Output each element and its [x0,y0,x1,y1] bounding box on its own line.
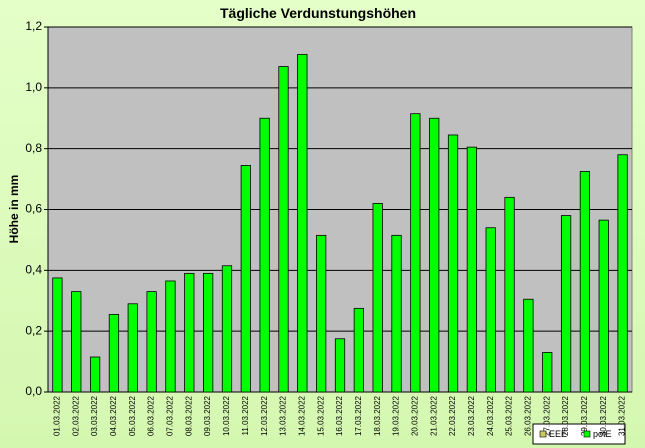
x-tick-label: 13.03.2022 [279,395,288,436]
x-tick-label: 24.03.2022 [486,395,495,436]
bar [560,215,572,393]
x-tick-label: 08.03.2022 [184,395,193,436]
bar [447,134,459,393]
y-tick-label: 0,2 [25,323,42,337]
x-tick-label: 01.03.2022 [53,395,62,436]
x-tick-label: 27.03.2022 [542,395,551,436]
bar [579,171,591,393]
legend [532,423,626,445]
bar [485,227,496,393]
legend-swatch [583,430,591,438]
bar [240,164,251,393]
x-tick-label: 20.03.2022 [410,395,419,436]
x-tick-label: 09.03.2022 [203,395,212,436]
bar [221,265,233,393]
bar [523,298,534,393]
x-tick-label: 17.03.2022 [354,395,363,436]
bar [504,196,515,393]
y-tick-label: 0,4 [25,263,42,277]
bar [353,307,364,393]
x-tick-label: 18.03.2022 [373,395,382,436]
bar [542,352,553,393]
x-tick-label: 10.03.2022 [222,395,231,436]
bar [297,53,308,393]
bar [259,117,270,393]
x-tick-label: 26.03.2022 [523,395,532,436]
x-tick-label: 14.03.2022 [297,395,306,436]
bar [203,272,214,393]
y-tick-label: 0,0 [25,384,42,398]
x-tick-label: 04.03.2022 [109,395,118,436]
bar [127,303,138,393]
bar [598,219,609,393]
x-tick-label: 06.03.2022 [147,395,156,436]
bar [184,272,195,393]
y-tick-label: 1,2 [25,19,42,33]
x-tick-label: 12.03.2022 [260,395,269,436]
legend-swatch [539,430,547,438]
legend-label: potE [593,429,612,439]
bar [278,66,289,393]
bar [429,117,440,393]
y-tick-label: 0,6 [25,202,42,216]
x-tick-label: 25.03.2022 [505,395,514,436]
x-tick-label: 23.03.2022 [467,395,476,436]
bar [146,291,157,393]
bar [71,291,82,393]
x-tick-label: 11.03.2022 [241,395,250,435]
x-tick-label: 31.03.2022 [618,395,627,436]
bar [372,203,383,393]
bar [89,356,101,393]
bar [334,338,346,393]
x-tick-label: 28.03.2022 [561,395,570,436]
x-tick-label: 16.03.2022 [335,395,344,436]
y-axis-label: Höhe in mm [7,175,21,244]
bar [410,113,421,393]
y-tick-label: 1,0 [25,80,42,94]
x-tick-label: 30.03.2022 [599,395,608,436]
bar [52,277,63,393]
y-tick-label: 0,8 [25,141,42,155]
x-tick-label: 07.03.2022 [166,395,175,436]
x-tick-label: 02.03.2022 [71,395,80,436]
x-tick-label: 15.03.2022 [316,395,325,436]
x-tick-label: 03.03.2022 [90,395,99,436]
chart-title: Tägliche Verdunstungshöhen [220,5,416,21]
x-tick-label: 05.03.2022 [128,395,137,436]
bar [165,280,176,393]
bar [391,234,402,393]
bar [466,146,477,393]
bar [617,154,628,393]
x-tick-label: 22.03.2022 [448,395,457,436]
bar [108,314,120,393]
x-tick-label: 19.03.2022 [392,395,401,436]
bar [316,234,327,393]
x-tick-label: 21.03.2022 [429,395,438,436]
x-tick-label: 29.03.2022 [580,395,589,436]
legend-label: EEE [549,429,567,439]
